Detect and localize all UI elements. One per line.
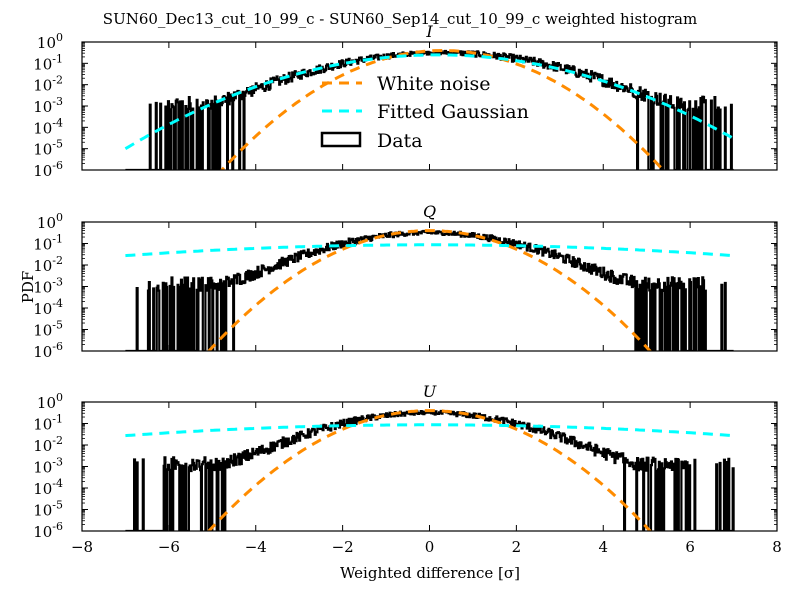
y-tick-label: 10-2: [33, 254, 63, 275]
panel-title-Q: Q: [423, 202, 436, 221]
y-tick-label: 10-6: [33, 159, 63, 180]
panel-title-U: U: [423, 382, 437, 401]
y-tick-label: 10-3: [33, 276, 63, 297]
white-noise-curve-U: [206, 409, 653, 531]
y-tick-label: 10-1: [33, 52, 63, 73]
y-tick-label: 10-4: [33, 116, 63, 137]
y-tick-label: 10-4: [33, 297, 63, 318]
x-axis-label: Weighted difference [σ]: [340, 564, 520, 582]
plot-area: [125, 229, 734, 351]
y-tick-label: 10-2: [33, 434, 63, 455]
plot-area: [125, 409, 735, 531]
x-tick-label: 8: [772, 538, 782, 556]
fitted-gaussian-curve-Q: [125, 243, 734, 258]
x-tick-label: 4: [598, 538, 608, 556]
legend-label: White noise: [377, 73, 491, 95]
chart-title: SUN60_Dec13_cut_10_99_c - SUN60_Sep14_cu…: [103, 10, 697, 28]
y-tick-label: 10-6: [33, 340, 63, 361]
y-tick-label: 100: [37, 31, 63, 52]
fitted-gaussian-curve-U: [125, 423, 734, 438]
y-tick-label: 10-2: [33, 74, 63, 95]
x-tick-label: −4: [245, 538, 267, 556]
y-tick-label: 10-3: [33, 95, 63, 116]
x-tick-label: −2: [332, 538, 354, 556]
legend-label: Fitted Gaussian: [377, 101, 529, 123]
y-tick-label: 10-5: [33, 319, 63, 340]
legend-swatch: [320, 131, 362, 148]
y-tick-label: 10-3: [33, 456, 63, 477]
legend-label: Data: [377, 130, 423, 152]
y-tick-label: 10-1: [33, 413, 63, 434]
y-tick-label: 10-4: [33, 477, 63, 498]
fitted-gaussian-curve-I: [124, 53, 735, 150]
y-tick-label: 10-5: [33, 499, 63, 520]
x-tick-label: 6: [685, 538, 695, 556]
legend: White noise Fitted Gaussian Data: [320, 73, 529, 152]
x-tick-label: 0: [425, 538, 435, 556]
plot-area: [124, 49, 735, 170]
legend-item: White noise: [322, 73, 491, 95]
y-tick-label: 10-6: [33, 520, 63, 541]
legend-item: Fitted Gaussian: [322, 101, 529, 123]
x-tick-label: −6: [158, 538, 180, 556]
y-tick-label: 100: [37, 211, 63, 232]
y-tick-label: 10-1: [33, 233, 63, 254]
y-tick-label: 100: [37, 391, 63, 412]
white-noise-curve-Q: [206, 229, 653, 351]
panel-title-I: I: [425, 22, 433, 41]
y-axis-label: PDF: [19, 271, 37, 304]
white-noise-curve-I: [219, 49, 666, 170]
data-histogram-Q: [125, 229, 734, 351]
panel-U: −8 −6 −4 −2 0 2 4 6 8 10010-110-210-310-410-510-6…: [33, 382, 782, 556]
x-tick-label: −8: [71, 538, 93, 556]
x-tick-label: 2: [512, 538, 522, 556]
y-tick-label: 10-5: [33, 138, 63, 159]
legend-item: Data: [320, 130, 423, 152]
